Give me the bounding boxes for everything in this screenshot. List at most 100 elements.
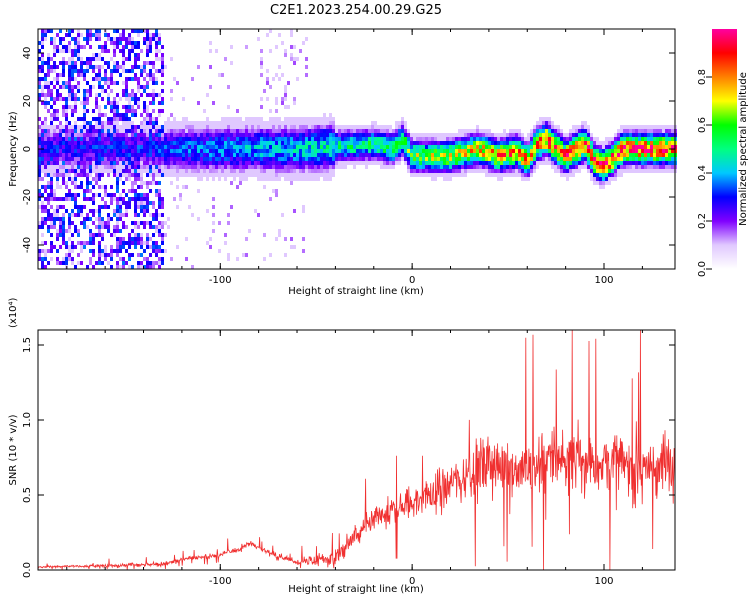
spectrogram-cell	[134, 213, 137, 217]
spectrogram-cell	[272, 169, 275, 173]
spectrogram-cell	[62, 137, 65, 141]
spectrogram-cell	[128, 109, 131, 113]
spectrogram-cell	[224, 157, 227, 161]
spectrogram-cell	[350, 137, 353, 141]
spectrogram-cell	[236, 145, 239, 149]
spectrogram-cell	[245, 129, 248, 133]
spectrogram-cell	[149, 49, 152, 53]
spectrogram-cell	[527, 157, 530, 161]
spectrogram-cell	[113, 65, 116, 69]
spectrogram-cell	[314, 133, 317, 137]
spectrogram-cell	[86, 133, 89, 137]
spectrogram-cell	[101, 225, 104, 229]
spectrogram-cell	[533, 129, 536, 133]
spectrogram-cell	[86, 121, 89, 125]
spectrogram-cell	[146, 161, 149, 165]
spectrogram-cell	[260, 129, 263, 133]
spectrogram-cell	[236, 257, 239, 261]
spectrogram-cell	[86, 197, 89, 201]
spectrogram-cell	[74, 41, 77, 45]
spectrogram-cell	[41, 69, 44, 73]
spectrogram-cell	[659, 133, 662, 137]
spectrogram-cell	[332, 165, 335, 169]
spectrogram-cell	[647, 157, 650, 161]
spectrogram-cell	[632, 145, 635, 149]
spectrogram-cell	[128, 117, 131, 121]
spectrogram-cell	[260, 49, 263, 53]
spectrogram-cell	[194, 157, 197, 161]
spectrogram-cell	[158, 37, 161, 41]
spectrogram-cell	[59, 121, 62, 125]
spectrogram-cell	[437, 165, 440, 169]
spectrogram-cell	[152, 33, 155, 37]
spectrogram-cell	[128, 121, 131, 125]
spectrogram-cell	[110, 77, 113, 81]
spectrogram-cell	[662, 137, 665, 141]
spectrogram-cell	[665, 161, 668, 165]
spectrogram-cell	[71, 149, 74, 153]
spectrogram-cell	[464, 165, 467, 169]
spectrogram-cell	[128, 41, 131, 45]
spectrogram-cell	[143, 145, 146, 149]
spectrogram-cell	[539, 145, 542, 149]
spectrogram-cell	[629, 165, 632, 169]
spectrogram-cell	[128, 145, 131, 149]
spectrogram-cell	[266, 145, 269, 149]
spectrogram-cell	[170, 165, 173, 169]
spectrogram-cell	[113, 149, 116, 153]
spectrogram-cell	[233, 157, 236, 161]
spectrogram-cell	[227, 129, 230, 133]
spectrogram-cell	[182, 137, 185, 141]
spectrogram-cell	[599, 185, 602, 189]
spectrogram-cell	[41, 185, 44, 189]
spectrogram-cell	[107, 205, 110, 209]
spectrogram-cell	[434, 145, 437, 149]
spectrogram-cell	[509, 137, 512, 141]
spectrogram-cell	[290, 33, 293, 37]
spectrogram-cell	[530, 137, 533, 141]
spectrogram-cell	[128, 197, 131, 201]
spectrogram-cell	[305, 133, 308, 137]
spectrogram-cell	[119, 213, 122, 217]
spectrogram-cell	[74, 169, 77, 173]
spectrogram-cell	[56, 261, 59, 265]
spectrogram-cell	[155, 57, 158, 61]
spectrogram-cell	[275, 117, 278, 121]
spectrogram-cell	[551, 145, 554, 149]
spectrogram-cell	[149, 121, 152, 125]
spectrogram-cell	[311, 141, 314, 145]
spectrogram-cell	[71, 113, 74, 117]
spectrogram-cell	[440, 169, 443, 173]
spectrogram-cell	[443, 141, 446, 145]
spectrogram-cell	[158, 173, 161, 177]
spectrogram-cell	[95, 65, 98, 69]
spectrogram-cell	[170, 141, 173, 145]
spectrogram-cell	[452, 141, 455, 145]
spectrogram-cell	[230, 121, 233, 125]
spectrogram-cell	[86, 141, 89, 145]
spectrogram-cell	[92, 109, 95, 113]
spectrogram-cell	[221, 141, 224, 145]
spectrogram-cell	[326, 133, 329, 137]
spectrogram-cell	[80, 57, 83, 61]
spectrogram-cell	[464, 173, 467, 177]
spectrogram-cell	[656, 157, 659, 161]
spectrogram-cell	[68, 93, 71, 97]
spectrogram-cell	[215, 125, 218, 129]
spectrogram-cell	[143, 149, 146, 153]
spectrogram-cell	[116, 157, 119, 161]
spectrogram-cell	[554, 157, 557, 161]
spectrogram-cell	[122, 69, 125, 73]
spectrogram-cell	[566, 177, 569, 181]
spectrogram-cell	[287, 145, 290, 149]
spectrogram-cell	[659, 125, 662, 129]
spectrogram-cell	[242, 141, 245, 145]
spectrogram-cell	[95, 105, 98, 109]
spectrogram-cell	[188, 125, 191, 129]
spectrogram-cell	[44, 185, 47, 189]
spectrogram-cell	[125, 97, 128, 101]
spectrogram-cell	[110, 125, 113, 129]
spectrogram-cell	[269, 145, 272, 149]
spectrogram-cell	[275, 45, 278, 49]
spectrogram-cell	[239, 133, 242, 137]
